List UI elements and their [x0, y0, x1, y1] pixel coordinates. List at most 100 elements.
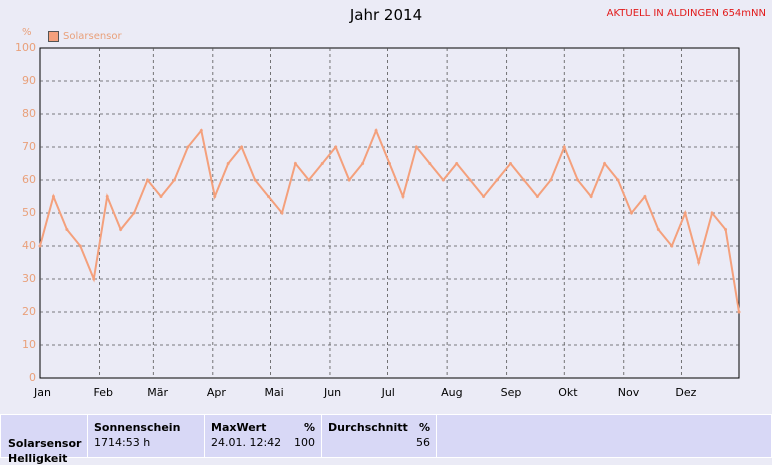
- data-point: [361, 162, 365, 165]
- stats-header-maxwert: MaxWert: [211, 421, 267, 434]
- data-point: [441, 178, 445, 182]
- stats-header-maxwert-wrap: MaxWert %: [205, 415, 321, 434]
- y-tick-label: 70: [22, 140, 36, 153]
- data-point: [38, 244, 42, 248]
- stats-value-max: 100: [294, 436, 315, 449]
- data-point: [495, 178, 499, 182]
- data-point: [414, 145, 418, 149]
- data-point: [670, 244, 674, 248]
- data-point: [146, 178, 150, 182]
- y-tick-label: 30: [22, 272, 36, 285]
- stats-corner: [0, 414, 88, 458]
- data-point: [92, 277, 96, 281]
- y-tick-label: 100: [15, 41, 36, 54]
- data-point: [186, 145, 190, 149]
- data-point: [683, 211, 687, 215]
- y-tick-label: 40: [22, 239, 36, 252]
- data-point: [656, 228, 660, 231]
- x-tick-label: Okt: [558, 386, 578, 399]
- series-points: [38, 129, 741, 314]
- data-point: [307, 178, 311, 182]
- stats-table: Sonnenschein 1714:53 h MaxWert % 24.01. …: [0, 414, 772, 458]
- x-tick-label: Jul: [381, 386, 395, 399]
- data-point: [293, 162, 297, 165]
- x-tick-label: Sep: [500, 386, 522, 399]
- data-point: [589, 195, 593, 198]
- y-tick-label: 60: [22, 173, 36, 186]
- data-point: [132, 211, 136, 215]
- y-tick-label: 80: [22, 107, 36, 120]
- data-point: [226, 162, 230, 165]
- y-tick-label: 20: [22, 305, 36, 318]
- legend-label: Solarsensor: [63, 31, 122, 42]
- x-tick-label: Mär: [147, 386, 169, 399]
- y-unit-label: %: [22, 27, 32, 38]
- data-point: [710, 211, 714, 215]
- data-point: [576, 178, 580, 182]
- stats-value-sonnenschein: 1714:53 h: [94, 436, 151, 449]
- stats-empty: [436, 414, 772, 458]
- data-point: [159, 195, 163, 198]
- data-point: [320, 162, 324, 165]
- data-point: [616, 178, 620, 182]
- stats-next-row-label: Helligkeit: [8, 452, 68, 465]
- data-point: [347, 178, 351, 182]
- x-tick-label: Dez: [675, 386, 697, 399]
- stats-value-maxwert-wrap: 24.01. 12:42 100: [205, 434, 321, 449]
- data-point: [199, 129, 203, 132]
- stats-header-avg-unit: %: [418, 421, 430, 434]
- data-point: [334, 145, 338, 149]
- data-point: [374, 129, 378, 132]
- stats-cell-sonnenschein: Sonnenschein 1714:53 h: [87, 414, 205, 458]
- legend: Solarsensor: [48, 31, 122, 42]
- data-point: [388, 162, 391, 165]
- data-point: [737, 310, 741, 314]
- x-tick-label: Mai: [264, 386, 284, 399]
- data-point: [65, 228, 69, 231]
- data-point: [267, 195, 271, 198]
- stats-value-avg: 56: [416, 436, 430, 449]
- stats-header-sonnenschein: Sonnenschein: [94, 421, 181, 434]
- data-point: [105, 195, 109, 198]
- data-point: [522, 178, 526, 182]
- x-tick-label: Apr: [206, 386, 226, 399]
- data-point: [172, 178, 176, 182]
- data-point: [401, 195, 405, 198]
- data-point: [603, 162, 607, 165]
- data-point: [455, 162, 459, 165]
- chart-plot: [38, 47, 741, 379]
- data-point: [213, 195, 217, 198]
- data-point: [724, 228, 728, 231]
- data-point: [508, 162, 512, 165]
- stats-header-durchschnitt: Durchschnitt: [328, 421, 408, 434]
- stats-header-row: Sonnenschein 1714:53 h MaxWert % 24.01. …: [0, 414, 772, 458]
- data-point: [643, 195, 647, 198]
- x-tick-label: Feb: [93, 386, 113, 399]
- x-tick-label: Jun: [323, 386, 342, 399]
- data-point: [535, 195, 539, 198]
- data-point: [51, 195, 55, 198]
- stats-value-max-time: 24.01. 12:42: [211, 436, 282, 449]
- data-point: [240, 145, 244, 149]
- data-point: [119, 228, 123, 231]
- chart-title: Jahr 2014: [349, 6, 423, 24]
- data-point: [280, 211, 284, 215]
- data-point: [697, 261, 701, 264]
- grid: [40, 48, 739, 378]
- x-tick-label: Jan: [34, 386, 51, 399]
- y-tick-label: 0: [29, 371, 36, 384]
- y-tick-label: 90: [22, 74, 36, 87]
- stats-header-durchschnitt-wrap: Durchschnitt %: [322, 415, 436, 434]
- y-tick-label: 50: [22, 206, 36, 219]
- stats-cell-maxwert: MaxWert % 24.01. 12:42 100: [204, 414, 322, 458]
- station-label[interactable]: AKTUELL IN ALDINGEN 654mNN: [606, 8, 766, 19]
- data-point: [482, 195, 486, 198]
- x-tick-label: Nov: [617, 386, 640, 399]
- y-tick-label: 10: [22, 338, 36, 351]
- data-point: [428, 162, 432, 165]
- stats-row-label: Solarsensor: [8, 437, 82, 450]
- data-point: [629, 211, 633, 215]
- data-point: [468, 178, 472, 182]
- data-point: [562, 145, 566, 149]
- legend-swatch: [48, 31, 59, 42]
